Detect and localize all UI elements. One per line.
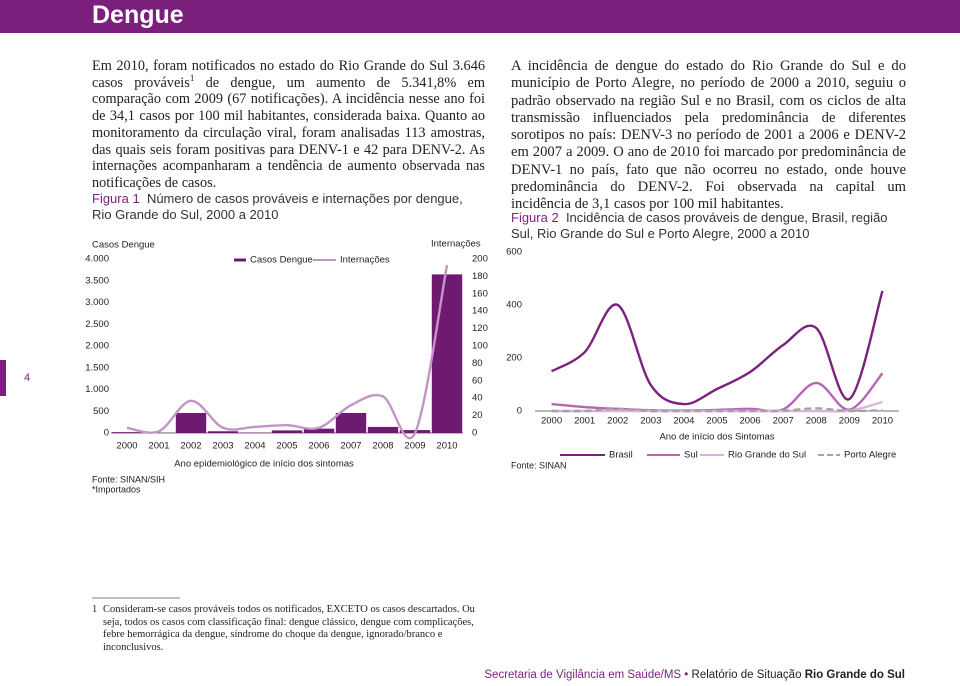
x-tick-label: 2004 xyxy=(244,441,265,452)
x-tick-label: 2010 xyxy=(436,441,457,452)
bar xyxy=(335,412,367,433)
figure-caption: Figura 1 Número de casos prováveis e int… xyxy=(92,191,482,223)
figure-label: Figura 2 xyxy=(511,210,559,225)
footnote: 1 Consideram-se casos prováveis todos os … xyxy=(92,604,492,654)
y-tick-label: 80 xyxy=(472,358,483,369)
source: Fonte: SINAN/SIH xyxy=(92,474,165,484)
x-tick-label: 2002 xyxy=(180,441,201,452)
footer-state: Rio Grande do Sul xyxy=(804,669,905,681)
y-tick-label: 1.000 xyxy=(85,384,109,395)
y-tick-label: 140 xyxy=(472,306,488,317)
x-tick-label: 2001 xyxy=(574,416,595,427)
page-tab xyxy=(0,360,6,396)
y-tick-label: 0 xyxy=(517,406,522,417)
x-tick-label: 2006 xyxy=(308,441,329,452)
line xyxy=(551,407,883,413)
x-tick-label: 2006 xyxy=(740,416,761,427)
y-tick-label: 160 xyxy=(472,288,488,299)
page-title: Dengue xyxy=(92,1,184,29)
x-tick-label: 2010 xyxy=(872,416,893,427)
x-tick-label: 2005 xyxy=(706,416,727,427)
y-axis-label: Casos Dengue xyxy=(92,240,155,251)
x-tick-label: 2007 xyxy=(340,441,361,452)
x-tick-label: 2000 xyxy=(116,441,137,452)
x-tick-label: 2005 xyxy=(276,441,297,452)
bar xyxy=(175,412,207,433)
x-tick-label: 2008 xyxy=(372,441,393,452)
y-tick-label: 3.500 xyxy=(85,275,109,286)
bar xyxy=(207,431,239,433)
bar xyxy=(431,274,463,433)
y2-axis-label: Internações xyxy=(431,239,481,250)
legend-label: Rio Grande do Sul xyxy=(728,450,806,461)
y-tick-label: 3.000 xyxy=(85,297,109,308)
x-tick-label: 2009 xyxy=(839,416,860,427)
bar xyxy=(367,426,399,433)
page-number: 4 xyxy=(24,372,30,384)
y-tick-label: 0 xyxy=(472,428,477,439)
legend-label: Sul xyxy=(684,450,698,461)
footer-report: Relatório de Situação xyxy=(691,669,802,681)
footnote-ref: 1 xyxy=(189,72,195,83)
line xyxy=(126,264,449,440)
y-tick-label: 600 xyxy=(506,247,522,258)
x-tick-label: 2004 xyxy=(673,416,694,427)
y-tick-label: 120 xyxy=(472,323,488,334)
y-tick-label: 400 xyxy=(506,300,522,311)
y-tick-label: 40 xyxy=(472,393,483,404)
figure-caption: Figura 2 Incidência de casos prováveis d… xyxy=(511,210,906,242)
y-tick-label: 1.500 xyxy=(85,362,109,373)
x-tick-label: 2008 xyxy=(806,416,827,427)
bar xyxy=(111,432,143,433)
x-axis-label: Ano epidemiológico de início dos sintoma… xyxy=(174,459,354,470)
y-tick-label: 60 xyxy=(472,375,483,386)
source: Fonte: SINAN xyxy=(511,460,567,470)
header-bar xyxy=(0,0,960,33)
y-tick-label: 200 xyxy=(472,254,488,265)
x-tick-label: 2007 xyxy=(773,416,794,427)
text: de dengue, um aumento de 5.341,8% em com… xyxy=(92,74,485,191)
paragraph: Em 2010, foram notificados no estado do … xyxy=(92,58,485,192)
x-tick-label: 2003 xyxy=(212,441,233,452)
footer: Secretaria de Vigilância em Saúde/MS • R… xyxy=(484,669,905,681)
y-tick-label: 0 xyxy=(104,428,109,439)
note: *Importados xyxy=(92,484,141,494)
legend-label: Internações xyxy=(340,255,390,266)
y-tick-label: 20 xyxy=(472,410,483,421)
y-tick-label: 200 xyxy=(506,353,522,364)
bar xyxy=(303,428,335,433)
text: Em 2010, foram notificados no estado do … xyxy=(92,58,485,91)
line xyxy=(551,372,884,413)
y-tick-label: 2.500 xyxy=(85,319,109,330)
figure-title: Número de casos prováveis e internações … xyxy=(92,191,463,222)
x-tick-label: 2003 xyxy=(640,416,661,427)
legend-label: Casos Dengue xyxy=(250,255,313,266)
y-tick-label: 100 xyxy=(472,341,488,352)
y-tick-label: 4.000 xyxy=(85,254,109,265)
footer-org: Secretaria de Vigilância em Saúde/MS xyxy=(484,669,682,681)
figure-title: Incidência de casos prováveis de dengue,… xyxy=(511,210,888,241)
x-axis-label: Ano de início dos Sintomas xyxy=(659,432,774,443)
y-tick-label: 2.000 xyxy=(85,341,109,352)
bar xyxy=(271,430,303,433)
legend-label: Porto Alegre xyxy=(844,450,896,461)
figure-label: Figura 1 xyxy=(92,191,140,206)
paragraph: A incidência de dengue do estado do Rio … xyxy=(511,58,906,213)
x-tick-label: 2001 xyxy=(148,441,169,452)
legend-label: Brasil xyxy=(609,450,633,461)
x-tick-label: 2002 xyxy=(607,416,628,427)
footnote-number: 1 xyxy=(92,604,98,615)
x-tick-label: 2000 xyxy=(541,416,562,427)
footnote-text: Consideram-se casos prováveis todos os n… xyxy=(103,604,475,653)
y-tick-label: 500 xyxy=(93,406,109,417)
y-tick-label: 180 xyxy=(472,271,488,282)
x-tick-label: 2009 xyxy=(404,441,425,452)
line xyxy=(550,290,884,406)
footer-separator: • xyxy=(684,669,689,681)
